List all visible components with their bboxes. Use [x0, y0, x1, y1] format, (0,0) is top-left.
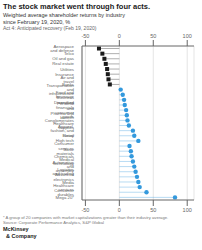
svg-text:-50: -50	[81, 33, 89, 39]
svg-text:0: 0	[118, 207, 121, 213]
svg-text:Diversifiedfinancials: Diversifiedfinancials	[54, 100, 75, 109]
svg-text:50: 50	[150, 33, 156, 39]
svg-text:100: 100	[183, 33, 192, 39]
svg-text:Food andbeverage: Food andbeverage	[56, 90, 75, 99]
svg-text:100: 100	[183, 207, 192, 213]
svg-text:Mega 20*: Mega 20*	[56, 195, 75, 200]
svg-text:50: 50	[150, 207, 156, 213]
svg-text:Healthcareservices: Healthcareservices	[53, 182, 74, 191]
svg-text:Apparel,fashion, andluxury: Apparel,fashion, andluxury	[51, 124, 75, 138]
svg-text:-50: -50	[81, 207, 89, 213]
svg-text:0: 0	[118, 33, 121, 39]
svg-text:Consumerservices: Consumerservices	[54, 141, 74, 150]
svg-text:Logisticsand trading: Logisticsand trading	[52, 167, 74, 176]
